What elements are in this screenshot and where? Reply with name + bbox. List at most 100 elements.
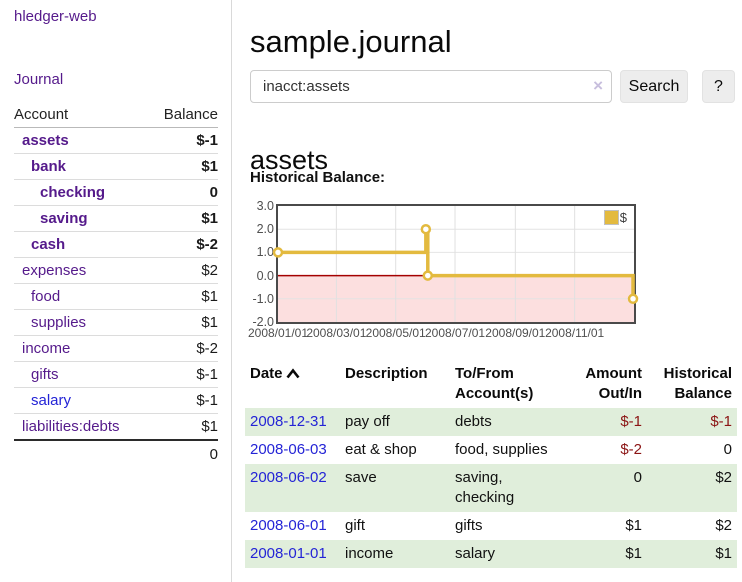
transaction-accounts: gifts bbox=[455, 517, 483, 534]
accounts-total-row: 0 bbox=[14, 439, 218, 468]
search-input[interactable] bbox=[250, 70, 612, 103]
sidebar-account-supplies[interactable]: supplies bbox=[31, 314, 87, 331]
transaction-description: gift bbox=[345, 517, 366, 534]
account-balance: $1 bbox=[201, 314, 218, 331]
transaction-date-link[interactable]: 2008-06-02 bbox=[250, 469, 327, 486]
x-tick-label: 2008/03/01 bbox=[306, 326, 367, 340]
account-balance: $-1 bbox=[196, 392, 218, 409]
account-balance: $2 bbox=[201, 262, 218, 279]
account-balance: $-1 bbox=[196, 132, 218, 149]
chart-legend: $ bbox=[603, 210, 627, 225]
account-row: assets $-1 bbox=[14, 128, 218, 154]
accounts-header-account: Account bbox=[14, 104, 149, 128]
account-balance: $1 bbox=[201, 418, 218, 435]
transaction-balance: $2 bbox=[715, 517, 732, 534]
register-header-amount: Amount Out/In bbox=[585, 365, 642, 402]
sidebar-account-bank[interactable]: bank bbox=[31, 158, 67, 175]
sidebar-account-cash[interactable]: cash bbox=[31, 236, 66, 253]
y-tick-label: -1.0 bbox=[252, 291, 274, 306]
transaction-accounts: salary bbox=[455, 545, 496, 562]
transaction-accounts: debts bbox=[455, 413, 492, 430]
register-header-date[interactable]: Date bbox=[245, 362, 340, 408]
sidebar-account-income[interactable]: income bbox=[22, 340, 71, 357]
help-button[interactable]: ? bbox=[702, 70, 735, 103]
accounts-total-balance: 0 bbox=[148, 439, 218, 468]
sidebar-account-food[interactable]: food bbox=[31, 288, 61, 305]
register-row: 2008-01-01 income salary $1 $1 bbox=[245, 540, 737, 568]
sort-asc-icon bbox=[285, 365, 300, 385]
sidebar-account-assets[interactable]: assets bbox=[22, 132, 69, 149]
chart-title: Historical Balance: bbox=[250, 169, 386, 186]
register-header-accounts: To/From Account(s) bbox=[455, 365, 534, 402]
transaction-date-link[interactable]: 2008-06-03 bbox=[250, 441, 327, 458]
account-row: bank $1 bbox=[14, 154, 218, 180]
y-tick-label: 1.0 bbox=[256, 245, 274, 260]
register-table: Date Description To/From Account(s) Amou… bbox=[245, 362, 737, 568]
account-balance: $-2 bbox=[196, 340, 218, 357]
y-tick-label: 3.0 bbox=[256, 199, 274, 213]
account-heading: assets bbox=[250, 145, 329, 176]
transaction-balance: 0 bbox=[723, 441, 732, 458]
transaction-balance: $2 bbox=[715, 469, 732, 486]
account-balance: $1 bbox=[201, 288, 218, 305]
search-form: × bbox=[250, 70, 612, 103]
transaction-amount: $-2 bbox=[620, 441, 642, 458]
legend-label: $ bbox=[619, 210, 627, 225]
sidebar-account-expenses[interactable]: expenses bbox=[22, 262, 87, 279]
register-row: 2008-06-01 gift gifts $1 $2 bbox=[245, 512, 737, 540]
account-row: income $-2 bbox=[14, 336, 218, 362]
account-row: supplies $1 bbox=[14, 310, 218, 336]
historical-balance-chart: 3.0 2.0 1.0 0.0 -1.0 -2.0 $ 2008/01/01 2008/03… bbox=[248, 199, 642, 343]
x-tick-label: 2008/09/01 bbox=[485, 326, 546, 340]
y-tick-label: -2.0 bbox=[252, 315, 274, 329]
sidebar-account-checking[interactable]: checking bbox=[40, 184, 106, 201]
legend-swatch-icon bbox=[603, 210, 619, 225]
account-balance: $1 bbox=[201, 158, 218, 175]
register-row: 2008-12-31 pay off debts $-1 $-1 bbox=[245, 408, 737, 436]
account-row: food $1 bbox=[14, 284, 218, 310]
account-row: salary $-1 bbox=[14, 388, 218, 414]
x-tick-label: 2008/01/01 bbox=[247, 326, 309, 340]
sidebar: hledger-web Journal Account Balance asse… bbox=[0, 0, 232, 582]
register-header-balance: Historical Balance bbox=[663, 365, 732, 402]
search-button[interactable]: Search bbox=[620, 70, 688, 103]
transaction-description: eat & shop bbox=[345, 441, 417, 458]
account-balance: $1 bbox=[201, 210, 218, 227]
account-row: gifts $-1 bbox=[14, 362, 218, 388]
register-row: 2008-06-02 save saving, checking 0 $2 bbox=[245, 464, 737, 512]
sidebar-account-salary[interactable]: salary bbox=[31, 392, 72, 409]
y-tick-label: 0.0 bbox=[256, 268, 274, 283]
register-header-description: Description bbox=[345, 365, 428, 382]
x-tick-label: 2008/11/01 bbox=[545, 326, 605, 340]
transaction-amount: $1 bbox=[625, 517, 642, 534]
transaction-date-link[interactable]: 2008-06-01 bbox=[250, 517, 327, 534]
nav-journal-link[interactable]: Journal bbox=[14, 71, 64, 88]
transaction-amount: $1 bbox=[625, 545, 642, 562]
accounts-header-balance: Balance bbox=[148, 104, 218, 128]
clear-search-icon[interactable]: × bbox=[593, 76, 603, 95]
transaction-description: pay off bbox=[345, 413, 390, 430]
x-tick-label: 2008/07/01 bbox=[424, 326, 486, 340]
account-row: checking 0 bbox=[14, 180, 218, 206]
register-row: 2008-06-03 eat & shop food, supplies $-2 0 bbox=[245, 436, 737, 464]
sidebar-account-gifts[interactable]: gifts bbox=[31, 366, 59, 383]
transaction-amount: $-1 bbox=[620, 413, 642, 430]
app-title-link[interactable]: hledger-web bbox=[14, 8, 97, 25]
chart-plot-area[interactable]: $ bbox=[272, 204, 639, 324]
transaction-date-link[interactable]: 2008-01-01 bbox=[250, 545, 327, 562]
sidebar-account-saving[interactable]: saving bbox=[40, 210, 88, 227]
chart-canvas bbox=[272, 206, 639, 322]
x-tick-label: 2008/05/01 bbox=[365, 326, 426, 340]
account-row: cash $-2 bbox=[14, 232, 218, 258]
accounts-table: Account Balance assets $-1 bank $1 checking 0… bbox=[14, 104, 218, 468]
account-balance: $-2 bbox=[196, 236, 218, 253]
transaction-balance: $1 bbox=[715, 545, 732, 562]
transaction-amount: 0 bbox=[633, 469, 642, 486]
transaction-description: income bbox=[345, 545, 394, 562]
transaction-date-link[interactable]: 2008-12-31 bbox=[250, 413, 327, 430]
transaction-accounts: saving, checking bbox=[455, 469, 515, 506]
sidebar-account-liabilities-debts[interactable]: liabilities:debts bbox=[22, 418, 120, 435]
account-row: liabilities:debts $1 bbox=[14, 414, 218, 441]
transaction-description: save bbox=[345, 469, 377, 486]
account-balance: 0 bbox=[209, 184, 218, 201]
